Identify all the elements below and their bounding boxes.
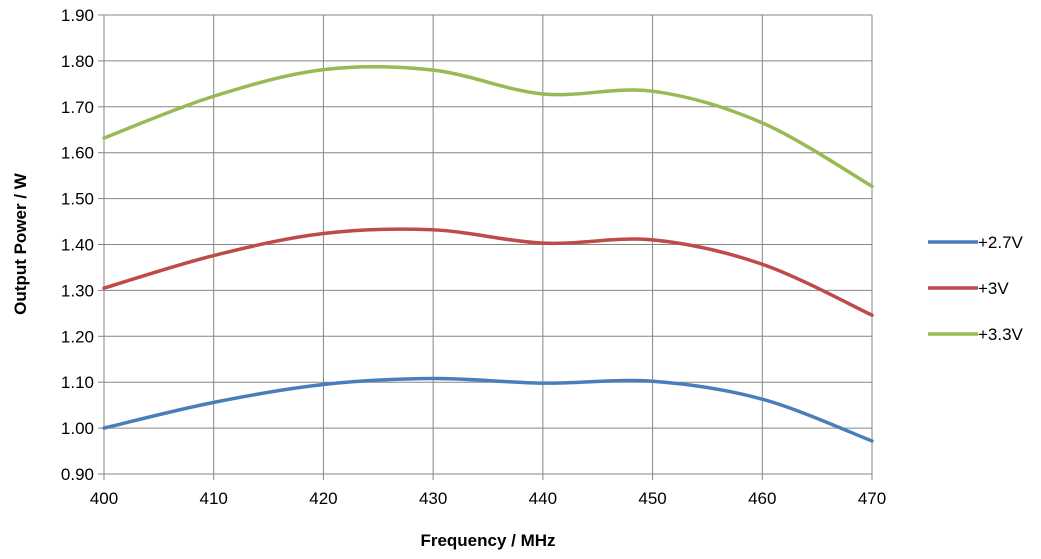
series-line-2-7Vv bbox=[102, 376, 874, 443]
x-tick-label: 410 bbox=[200, 489, 228, 508]
x-tick-label: 450 bbox=[638, 489, 666, 508]
series-line-3Vv bbox=[102, 227, 874, 317]
x-tick-label: 460 bbox=[748, 489, 776, 508]
x-tick-label: 440 bbox=[529, 489, 557, 508]
x-tick-label: 400 bbox=[90, 489, 118, 508]
x-axis-title: Frequency / MHz bbox=[420, 531, 555, 550]
x-axis-ticks: 400 410 420 430 440 450 460 470 bbox=[90, 489, 886, 508]
y-tick-label: 1.80 bbox=[61, 52, 94, 71]
y-tick-label: 1.20 bbox=[61, 327, 94, 346]
gridlines bbox=[98, 14, 873, 480]
x-tick-label: 470 bbox=[858, 489, 886, 508]
series-line-3-3Vv bbox=[102, 64, 874, 188]
y-tick-label: 1.10 bbox=[61, 373, 94, 392]
legend-label: +3.3V bbox=[978, 325, 1024, 344]
y-tick-label: 1.90 bbox=[61, 6, 94, 25]
legend: +2.7V +3V +3.3V bbox=[928, 233, 1024, 344]
y-axis-title: Output Power / W bbox=[11, 172, 30, 315]
x-tick-label: 420 bbox=[309, 489, 337, 508]
legend-label: +3V bbox=[978, 279, 1009, 298]
y-axis-ticks: 0.90 1.00 1.10 1.20 1.30 1.40 1.50 1.60 1.70 1.80… bbox=[61, 6, 94, 484]
y-tick-label: 0.90 bbox=[61, 465, 94, 484]
y-tick-label: 1.70 bbox=[61, 98, 94, 117]
legend-label: +2.7V bbox=[978, 233, 1024, 252]
plot-series bbox=[102, 64, 874, 443]
y-tick-label: 1.50 bbox=[61, 190, 94, 209]
y-tick-label: 1.60 bbox=[61, 144, 94, 163]
y-tick-label: 1.00 bbox=[61, 419, 94, 438]
y-tick-label: 1.30 bbox=[61, 281, 94, 300]
x-tick-label: 430 bbox=[419, 489, 447, 508]
y-tick-label: 1.40 bbox=[61, 236, 94, 255]
